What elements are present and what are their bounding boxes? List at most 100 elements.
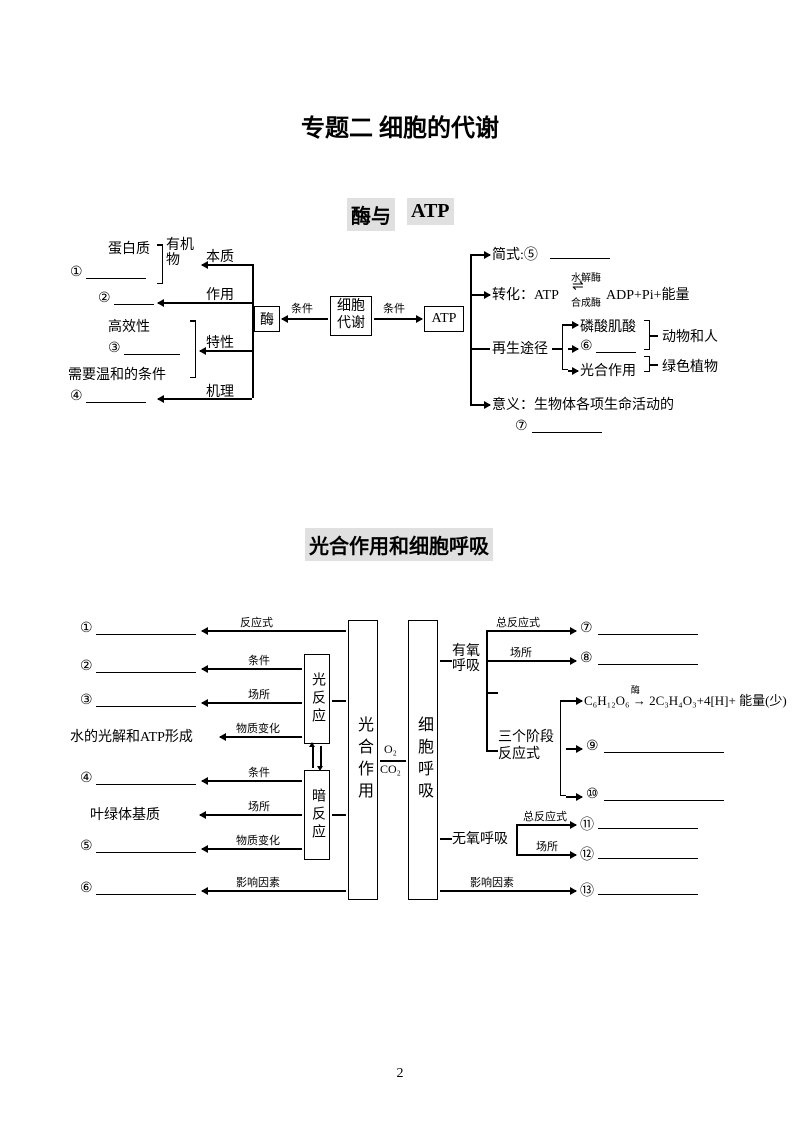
label-animal: 动物和人 — [662, 326, 718, 346]
label-organic: 有机物 — [166, 238, 194, 269]
label-phos: 磷酸肌酸 — [580, 316, 636, 336]
label-stroma: 叶绿体基质 — [90, 804, 160, 824]
line — [470, 404, 490, 406]
page-number: 2 — [0, 1066, 800, 1082]
blank-line — [550, 258, 610, 259]
blank-line — [598, 858, 698, 859]
label-regen: 再生途径 — [492, 338, 548, 358]
bracket — [190, 320, 196, 378]
diagram-2: 光合作用 细胞呼吸 O₂ CO₂ 光反应 暗反应 反应式 ① 条件 ② 场所 ③… — [50, 600, 750, 930]
line — [320, 746, 322, 768]
blank-6: ⑥ — [580, 338, 593, 355]
box-respiration: 细胞呼吸 — [408, 620, 438, 900]
blank-line — [532, 432, 602, 433]
line — [568, 324, 578, 326]
line — [470, 294, 490, 296]
blank-l2: ② — [80, 658, 93, 675]
line — [440, 890, 576, 892]
blank-r9: ⑨ — [586, 738, 599, 755]
blank-r7: ⑦ — [580, 620, 593, 637]
label-total-rxn: 总反应式 — [496, 614, 540, 630]
line — [650, 364, 658, 366]
label-water-atp: 水的光解和ATP形成 — [70, 726, 193, 746]
line — [312, 746, 314, 768]
blank-l8: ⑥ — [80, 880, 93, 897]
line — [332, 814, 346, 816]
label-cond2: 条件 — [248, 652, 270, 668]
label-action: 作用 — [206, 284, 234, 304]
bracket — [562, 324, 568, 370]
blank-line — [96, 784, 196, 785]
blank-line — [598, 828, 698, 829]
line — [470, 254, 472, 404]
blank-7: ⑦ — [515, 418, 528, 435]
line — [332, 700, 346, 702]
line — [158, 398, 252, 400]
line — [158, 302, 252, 304]
blank-l7: ⑤ — [80, 838, 93, 855]
line — [252, 264, 254, 398]
label-photo: 光合作用 — [580, 360, 636, 380]
line — [486, 692, 488, 750]
line — [202, 630, 346, 632]
line — [200, 814, 302, 816]
blank-line — [96, 634, 196, 635]
blank-line — [604, 752, 724, 753]
label-aerobic: 有氧呼吸 — [452, 644, 484, 675]
blank-4: ④ — [70, 388, 83, 405]
line — [202, 848, 302, 850]
blank-line — [598, 634, 698, 635]
blank-line — [596, 352, 636, 353]
line — [486, 660, 576, 662]
line — [566, 700, 582, 702]
line — [440, 660, 452, 662]
section1-title-b: ATP — [407, 198, 454, 225]
label-stages: 三个阶段反应式 — [498, 730, 558, 764]
line — [516, 824, 576, 826]
blank-r13: ⑬ — [580, 880, 594, 900]
blank-line — [114, 304, 154, 305]
blank-line — [96, 706, 196, 707]
blank-l5: ④ — [80, 770, 93, 787]
label-efficient: 高效性 — [108, 316, 150, 336]
blank-1: ① — [70, 264, 83, 281]
line — [486, 692, 498, 694]
label-total-anaer: 总反应式 — [523, 808, 567, 824]
label-protein: 蛋白质 — [108, 238, 150, 258]
box-light-rxn: 光反应 — [304, 654, 330, 744]
line — [568, 348, 578, 350]
line — [202, 702, 302, 704]
label-plant: 绿色植物 — [662, 356, 718, 376]
section2-title: 光合作用和细胞呼吸 — [305, 528, 493, 561]
line — [486, 630, 576, 632]
diagram-1: 酶 细胞代谢 ATP 条件 条件 本质 有机物 蛋白质 ① 作用 ② 特性 高效… — [50, 238, 750, 458]
label-rxn: 反应式 — [240, 614, 273, 630]
line — [374, 318, 422, 320]
line — [650, 335, 658, 337]
label-prop: 特性 — [206, 332, 234, 352]
box-photosynthesis: 光合作用 — [348, 620, 378, 900]
label-loc2: 场所 — [248, 798, 270, 814]
label-anaerobic: 无氧呼吸 — [452, 828, 508, 848]
bracket — [157, 244, 163, 284]
label-loc-anaer: 场所 — [536, 838, 558, 854]
blank-r8: ⑧ — [580, 650, 593, 667]
line — [516, 824, 518, 854]
blank-line — [96, 852, 196, 853]
line — [516, 854, 576, 856]
blank-line — [86, 278, 146, 279]
label-o2: O₂ — [384, 742, 397, 757]
blank-line — [604, 800, 724, 801]
label-loc-aer: 场所 — [510, 644, 532, 660]
label-mech: 机理 — [206, 381, 234, 401]
label-loc1: 场所 — [248, 686, 270, 702]
box-dark-rxn: 暗反应 — [304, 770, 330, 860]
label-factors-r: 影响因素 — [470, 874, 514, 890]
label-cond-mild: 需要温和的条件 — [68, 364, 166, 384]
label-cond-l: 条件 — [291, 300, 313, 316]
line — [470, 254, 490, 256]
label-matter2: 物质变化 — [236, 832, 280, 848]
box-enzyme: 酶 — [254, 306, 280, 332]
main-title: 专题二 细胞的代谢 — [0, 108, 800, 143]
blank-l3: ③ — [80, 692, 93, 709]
